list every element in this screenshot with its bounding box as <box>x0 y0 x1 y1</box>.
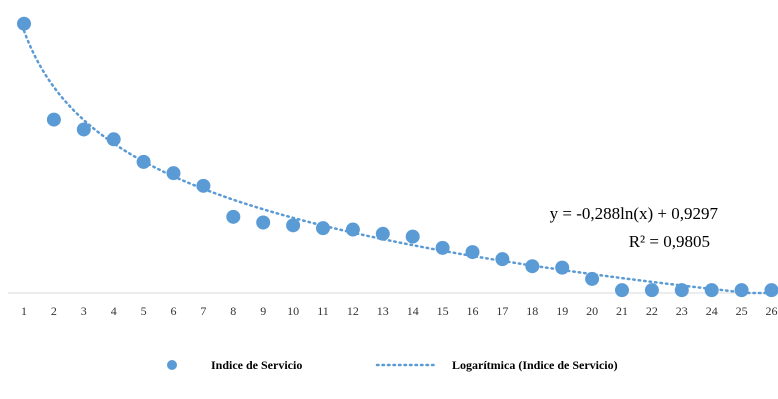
trendline <box>22 29 773 295</box>
data-point <box>106 132 121 147</box>
data-point <box>286 218 301 233</box>
x-tick-label: 5 <box>141 304 147 318</box>
data-point <box>256 215 271 230</box>
data-point <box>136 154 151 169</box>
data-point <box>76 122 91 137</box>
data-point <box>615 283 629 298</box>
x-tick-label: 16 <box>467 304 479 318</box>
x-tick-label: 23 <box>676 304 688 318</box>
x-tick-label: 8 <box>230 304 236 318</box>
legend: Indice de Servicio Logarítmica (Indice d… <box>167 358 618 372</box>
data-point <box>525 259 540 274</box>
x-tick-label: 19 <box>556 304 568 318</box>
trendline-r-squared: R² = 0,9805 <box>629 232 710 251</box>
data-point <box>375 226 390 241</box>
x-tick-label: 2 <box>51 304 57 318</box>
x-tick-label: 11 <box>317 304 329 318</box>
x-tick-label: 6 <box>171 304 177 318</box>
x-tick-label: 4 <box>111 304 117 318</box>
legend-label-indice-de-servicio: Indice de Servicio <box>211 358 302 372</box>
x-tick-label: 24 <box>706 304 718 318</box>
x-tick-label: 12 <box>347 304 359 318</box>
x-tick-label: 21 <box>616 304 628 318</box>
data-points <box>17 16 778 298</box>
data-point <box>465 245 480 260</box>
data-point <box>704 283 719 298</box>
data-point <box>435 240 450 255</box>
data-point <box>226 209 241 224</box>
x-tick-label: 13 <box>377 304 389 318</box>
data-point <box>345 222 360 237</box>
x-tick-label: 17 <box>496 304 508 318</box>
x-tick-label: 7 <box>200 304 206 318</box>
x-tick-label: 3 <box>81 304 87 318</box>
data-point <box>196 178 211 193</box>
x-tick-label: 25 <box>736 304 748 318</box>
x-tick-label: 9 <box>260 304 266 318</box>
x-tick-label: 14 <box>407 304 419 318</box>
data-point <box>585 271 600 286</box>
x-tick-labels: 1 2 3 4 5 6 7 8 9 10 11 12 13 14 15 16 17 18 19 20 21 22 23 24 2… <box>21 304 778 318</box>
data-point <box>46 112 61 127</box>
legend-label-logaritmica: Logarítmica (Indice de Servicio) <box>452 358 618 372</box>
x-tick-label: 18 <box>526 304 538 318</box>
data-point <box>644 283 659 298</box>
data-point <box>17 16 31 31</box>
data-point <box>674 283 689 298</box>
x-tick-label: 22 <box>646 304 658 318</box>
trendline-equation: y = -0,288ln(x) + 0,9297 <box>550 204 719 223</box>
x-tick-label: 10 <box>287 304 299 318</box>
x-tick-label: 1 <box>21 304 27 318</box>
x-tick-label: 26 <box>766 304 778 318</box>
x-tick-label: 15 <box>437 304 449 318</box>
data-point <box>734 283 749 298</box>
x-tick-label: 20 <box>586 304 598 318</box>
data-point <box>316 221 330 236</box>
data-point <box>555 260 570 275</box>
data-point <box>764 283 778 298</box>
data-point <box>495 252 510 267</box>
data-point <box>166 166 181 181</box>
legend-marker-indice-de-servicio <box>167 360 177 370</box>
data-point <box>405 229 420 244</box>
